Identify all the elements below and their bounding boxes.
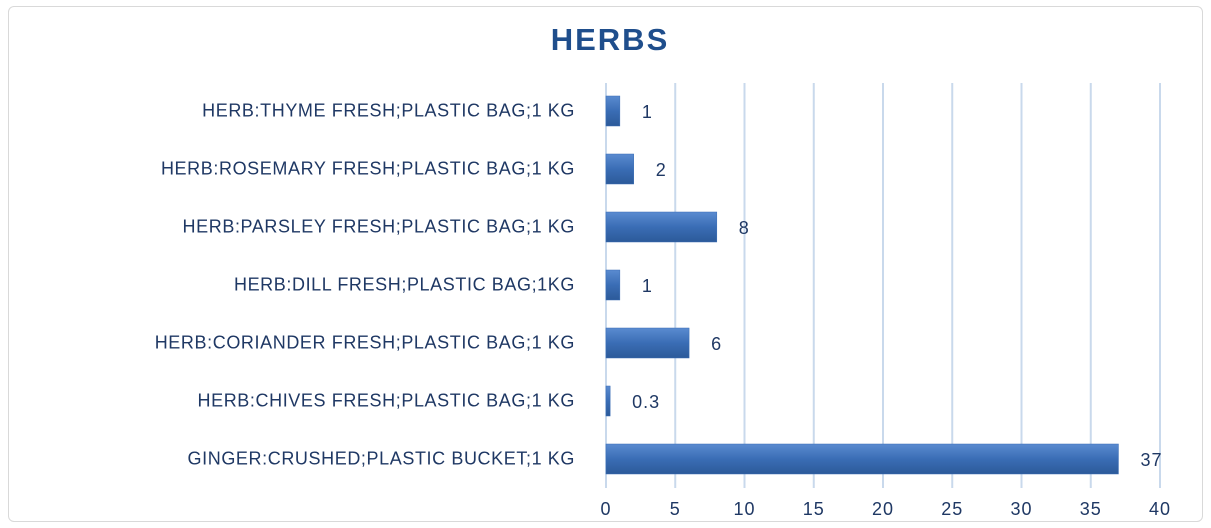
bar [605, 327, 690, 359]
value-label: 8 [739, 218, 750, 238]
bar [605, 95, 621, 127]
chart-frame [8, 6, 1203, 522]
value-label: 0.3 [632, 392, 660, 412]
bar [605, 211, 718, 243]
x-tick-label: 0 [600, 499, 611, 519]
category-label: HERB:ROSEMARY FRESH;PLASTIC BAG;1 KG [160, 158, 575, 179]
x-tick-label: 5 [670, 499, 681, 519]
category-label: HERB:THYME FRESH;PLASTIC BAG;1 KG [202, 100, 575, 121]
value-label: 2 [656, 160, 667, 180]
category-label: GINGER:CRUSHED;PLASTIC BUCKET;1 KG [187, 448, 575, 469]
bar [605, 385, 611, 417]
value-label: 6 [711, 334, 722, 354]
x-tick-label: 40 [1149, 499, 1171, 519]
category-label: HERB:CHIVES FRESH;PLASTIC BAG;1 KG [197, 390, 575, 411]
x-tick-label: 30 [1010, 499, 1032, 519]
bar [605, 269, 621, 301]
x-tick-label: 35 [1080, 499, 1102, 519]
x-tick-label: 20 [872, 499, 894, 519]
category-label: HERB:DILL FRESH;PLASTIC BAG;1KG [233, 274, 575, 295]
value-label: 37 [1140, 450, 1162, 470]
x-tick-label: 15 [803, 499, 825, 519]
bar [605, 443, 1119, 475]
category-label: HERB:PARSLEY FRESH;PLASTIC BAG;1 KG [182, 216, 575, 237]
x-tick-label: 25 [941, 499, 963, 519]
chart-title: HERBS [551, 22, 670, 57]
value-label: 1 [642, 276, 653, 296]
value-label: 1 [642, 102, 653, 122]
category-label: HERB:CORIANDER FRESH;PLASTIC BAG;1 KG [154, 332, 575, 353]
x-tick-label: 10 [733, 499, 755, 519]
bar [605, 153, 634, 185]
